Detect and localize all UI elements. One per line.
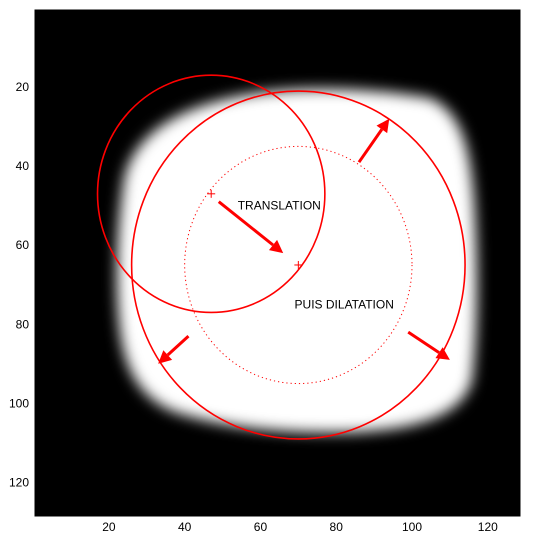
annotation-layer: TRANSLATION PUIS DILATATION: [238, 199, 394, 312]
label-translation: TRANSLATION: [238, 199, 321, 213]
arrow-3: [407, 330, 450, 360]
x-tick-label: 80: [330, 520, 344, 534]
y-axis: 20 40 60 80 100 120: [9, 80, 520, 489]
y-tick-label: 20: [16, 80, 30, 94]
arrow-shaft: [357, 128, 384, 164]
y-tick-label: 100: [9, 396, 29, 410]
circle-2: [130, 90, 466, 440]
x-axis: 20 40 60 80 100 120: [102, 10, 498, 534]
y-tick-label: 120: [9, 475, 29, 489]
x-tick-label: 40: [178, 520, 192, 534]
arrow-0: [217, 200, 284, 254]
arrow-shaft: [407, 330, 440, 354]
arrow-head: [268, 239, 284, 254]
y-tick-label: 80: [16, 317, 30, 331]
x-tick-label: 60: [254, 520, 268, 534]
arrow-head: [435, 347, 450, 360]
plot-frame: [34, 9, 521, 517]
arrow-2: [158, 335, 190, 364]
label-dilatation: PUIS DILATATION: [295, 297, 394, 311]
arrow-head: [376, 118, 390, 134]
y-tick-label: 40: [16, 159, 30, 173]
dotted-circle: [184, 145, 413, 385]
x-tick-label: 100: [402, 520, 422, 534]
overlay-layer: [96, 74, 466, 440]
y-tick-label: 60: [16, 238, 30, 252]
center-marker-0: [207, 189, 216, 198]
arrow-head: [158, 350, 173, 364]
circle-0: [96, 74, 326, 314]
arrow-1: [357, 118, 390, 164]
center-marker-1: [294, 260, 303, 269]
x-tick-label: 120: [478, 520, 498, 534]
axes: 20 40 60 80 100 120 20 40 60 80 100 120: [9, 9, 521, 534]
x-tick-label: 20: [102, 520, 116, 534]
arrow-shaft: [166, 335, 190, 357]
bright-blob: [117, 88, 477, 433]
arrow-shaft: [217, 200, 274, 247]
